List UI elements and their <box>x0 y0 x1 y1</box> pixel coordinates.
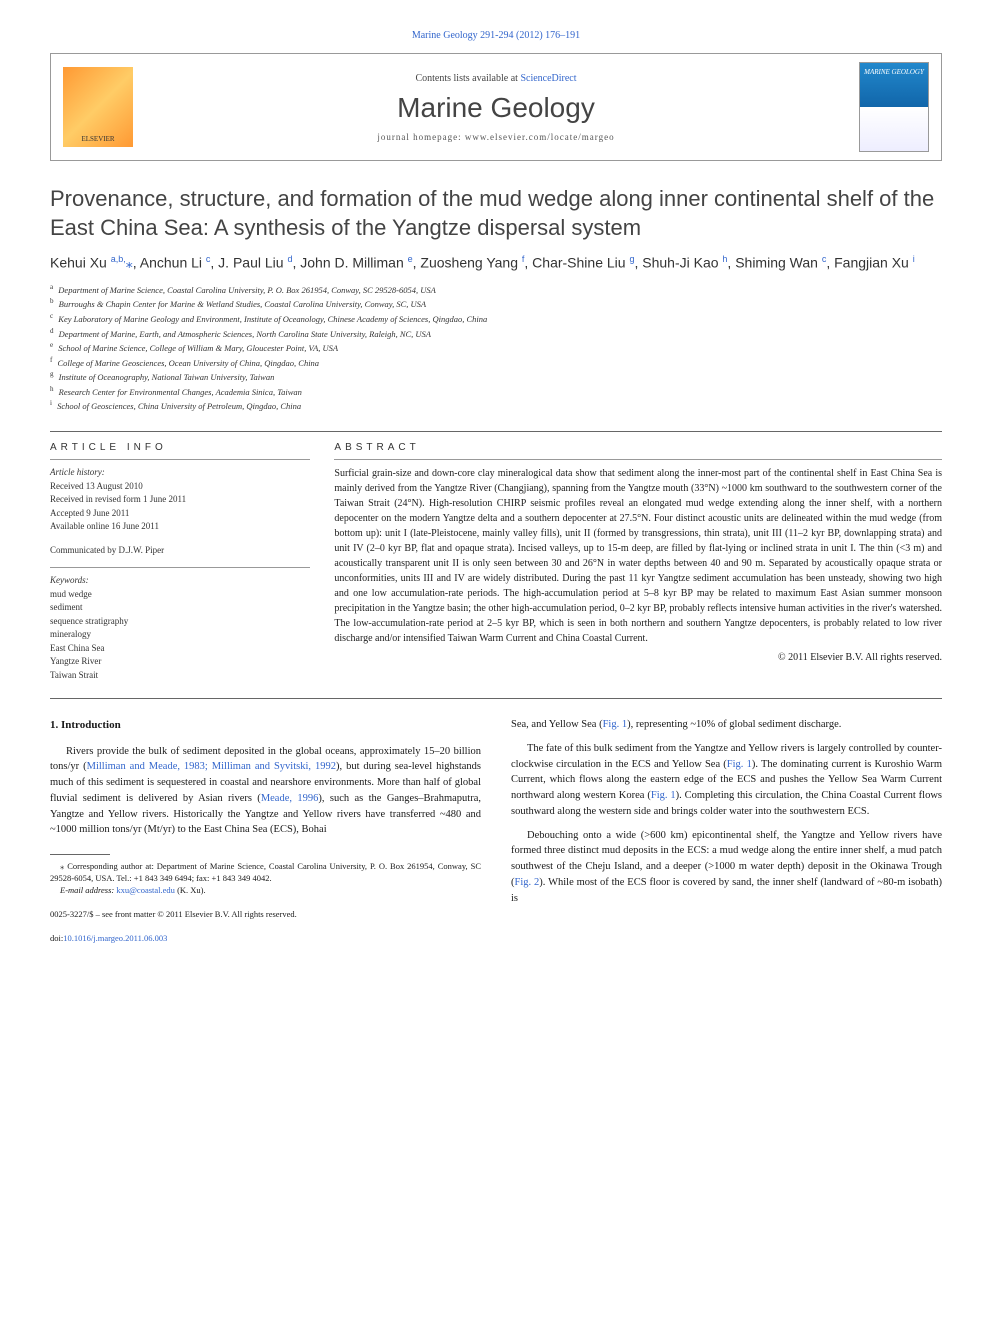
article-title: Provenance, structure, and formation of … <box>50 185 942 242</box>
abstract-text: Surficial grain-size and down-core clay … <box>334 466 942 646</box>
citation-link[interactable]: Milliman and Meade, 1983; Milliman and S… <box>87 761 336 772</box>
affiliation-line: d Department of Marine, Earth, and Atmos… <box>50 326 942 341</box>
keyword: East China Sea <box>50 642 310 656</box>
body-column-left: 1. Introduction Rivers provide the bulk … <box>50 717 481 944</box>
affiliation-line: g Institute of Oceanography, National Ta… <box>50 369 942 384</box>
article-info-heading: ARTICLE INFO <box>50 442 310 453</box>
doi-line: doi:10.1016/j.margeo.2011.06.003 <box>50 933 481 945</box>
authors-list: Kehui Xu a,b,⁎, Anchun Li c, J. Paul Liu… <box>50 254 942 272</box>
doi-link[interactable]: 10.1016/j.margeo.2011.06.003 <box>63 933 167 943</box>
divider <box>50 567 310 568</box>
affiliation-line: a Department of Marine Science, Coastal … <box>50 282 942 297</box>
journal-cover-thumbnail <box>859 62 929 152</box>
figure-reference[interactable]: Fig. 2 <box>515 877 540 888</box>
email-link[interactable]: kxu@coastal.edu <box>116 885 175 895</box>
keyword: sediment <box>50 601 310 615</box>
divider <box>334 459 942 460</box>
keyword: mud wedge <box>50 588 310 602</box>
journal-homepage-line: journal homepage: www.elsevier.com/locat… <box>153 132 839 142</box>
affiliation-line: c Key Laboratory of Marine Geology and E… <box>50 311 942 326</box>
journal-reference: Marine Geology 291-294 (2012) 176–191 <box>50 30 942 41</box>
article-history-block: Article history: Received 13 August 2010… <box>50 466 310 534</box>
figure-reference[interactable]: Fig. 1 <box>727 759 752 770</box>
divider <box>50 459 310 460</box>
section-heading: 1. Introduction <box>50 717 481 734</box>
sciencedirect-link[interactable]: ScienceDirect <box>520 73 576 84</box>
figure-reference[interactable]: Fig. 1 <box>603 719 628 730</box>
figure-reference[interactable]: Fig. 1 <box>651 790 676 801</box>
affiliation-line: h Research Center for Environmental Chan… <box>50 384 942 399</box>
body-paragraph: Sea, and Yellow Sea (Fig. 1), representi… <box>511 717 942 733</box>
divider <box>50 698 942 699</box>
footnote-separator <box>50 854 110 855</box>
affiliations-list: a Department of Marine Science, Coastal … <box>50 282 942 413</box>
keyword: mineralogy <box>50 628 310 642</box>
corresponding-author-footnote: ⁎ Corresponding author at: Department of… <box>50 861 481 885</box>
body-paragraph: The fate of this bulk sediment from the … <box>511 741 942 820</box>
abstract-copyright: © 2011 Elsevier B.V. All rights reserved… <box>334 652 942 663</box>
journal-header-box: ELSEVIER Contents lists available at Sci… <box>50 53 942 161</box>
front-matter-line: 0025-3227/$ – see front matter © 2011 El… <box>50 909 481 921</box>
body-columns: 1. Introduction Rivers provide the bulk … <box>50 717 942 944</box>
abstract-heading: ABSTRACT <box>334 442 942 453</box>
keywords-block: Keywords: mud wedgesedimentsequence stra… <box>50 574 310 682</box>
journal-title: Marine Geology <box>153 92 839 124</box>
contents-lists-line: Contents lists available at ScienceDirec… <box>153 73 839 84</box>
body-paragraph: Debouching onto a wide (>600 km) epicont… <box>511 828 942 907</box>
email-footnote: E-mail address: kxu@coastal.edu (K. Xu). <box>50 885 481 897</box>
keyword: sequence stratigraphy <box>50 615 310 629</box>
keyword: Taiwan Strait <box>50 669 310 683</box>
publisher-logo: ELSEVIER <box>63 67 133 147</box>
affiliation-line: f College of Marine Geosciences, Ocean U… <box>50 355 942 370</box>
divider <box>50 431 942 432</box>
keyword: Yangtze River <box>50 655 310 669</box>
citation-link[interactable]: Meade, 1996 <box>261 793 319 804</box>
affiliation-line: i School of Geosciences, China Universit… <box>50 398 942 413</box>
affiliation-line: b Burroughs & Chapin Center for Marine &… <box>50 296 942 311</box>
affiliation-line: e School of Marine Science, College of W… <box>50 340 942 355</box>
body-paragraph: Rivers provide the bulk of sediment depo… <box>50 744 481 839</box>
body-column-right: Sea, and Yellow Sea (Fig. 1), representi… <box>511 717 942 944</box>
communicated-by: Communicated by D.J.W. Piper <box>50 544 310 558</box>
journal-homepage-url[interactable]: www.elsevier.com/locate/margeo <box>465 132 615 142</box>
